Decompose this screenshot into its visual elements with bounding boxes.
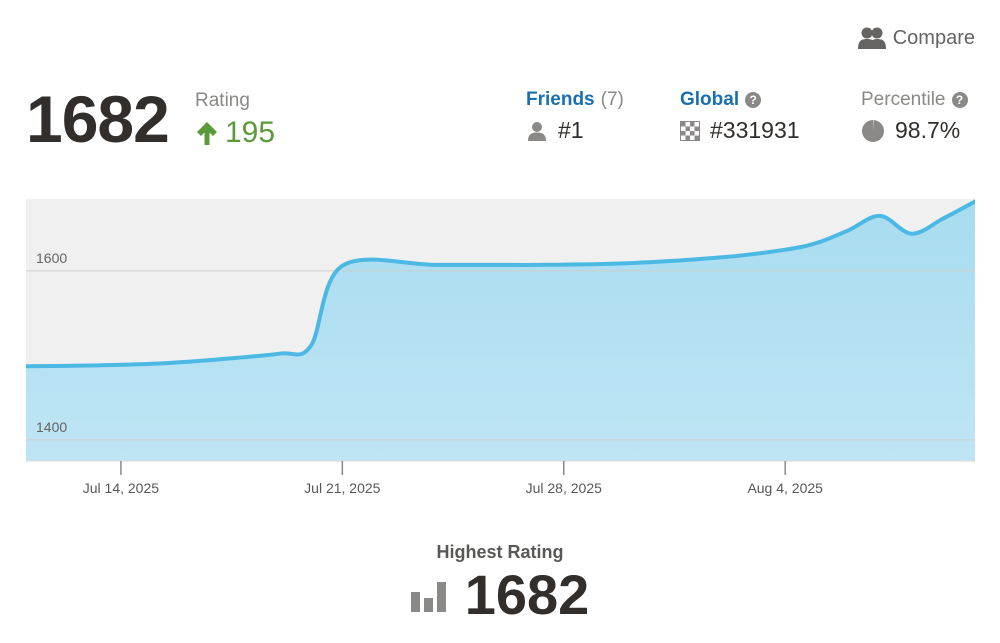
percentile-label: Percentile bbox=[861, 89, 946, 110]
x-tick-label: Jul 28, 2025 bbox=[526, 480, 602, 496]
rating-change-value: 195 bbox=[225, 116, 276, 149]
rating-chart-svg: 1400 1600 Jul 14, 2025 Jul 21, 2025 Jul 28, … bbox=[26, 199, 975, 496]
rating-label: Rating bbox=[195, 90, 250, 111]
compare-button[interactable]: Compare bbox=[857, 26, 975, 50]
help-icon[interactable]: ? bbox=[745, 92, 762, 108]
friends-count: (7) bbox=[600, 89, 624, 110]
bar-chart-icon bbox=[410, 582, 446, 612]
pie-icon bbox=[862, 119, 884, 142]
user-icon bbox=[528, 121, 546, 141]
percentile-stat: Percentile ? 98.7% bbox=[861, 89, 968, 144]
users-icon bbox=[857, 27, 886, 49]
rating-chart: 1400 1600 Jul 14, 2025 Jul 21, 2025 Jul 28, … bbox=[26, 199, 975, 499]
checkerboard-icon bbox=[680, 120, 700, 141]
percentile-value: 98.7% bbox=[895, 117, 961, 143]
global-stat: Global ? #331931 bbox=[680, 89, 800, 144]
friends-stat: Friends (7) #1 bbox=[526, 89, 624, 144]
rating-summary: Rating 195 bbox=[195, 90, 275, 150]
help-icon[interactable]: ? bbox=[951, 92, 968, 108]
global-link[interactable]: Global bbox=[680, 89, 740, 110]
x-tick-label: Aug 4, 2025 bbox=[747, 480, 823, 496]
y-tick-label: 1400 bbox=[36, 419, 67, 435]
highest-rating: Highest Rating 1682 bbox=[0, 542, 1000, 623]
arrow-up-icon bbox=[197, 122, 217, 145]
compare-label: Compare bbox=[892, 26, 975, 49]
rating-area-fill bbox=[26, 201, 975, 461]
friends-rank: #1 bbox=[558, 117, 584, 143]
friends-link[interactable]: Friends bbox=[526, 89, 595, 110]
rating-change: 195 bbox=[195, 116, 275, 150]
highest-rating-label: Highest Rating bbox=[436, 542, 564, 562]
global-rank: #331931 bbox=[710, 117, 800, 143]
x-tick-label: Jul 21, 2025 bbox=[304, 480, 380, 496]
x-tick-label: Jul 14, 2025 bbox=[83, 480, 159, 496]
current-rating: 1682 bbox=[26, 82, 170, 156]
highest-rating-value: 1682 bbox=[464, 563, 590, 626]
y-tick-label: 1600 bbox=[36, 250, 67, 266]
rating-line bbox=[26, 199, 975, 369]
